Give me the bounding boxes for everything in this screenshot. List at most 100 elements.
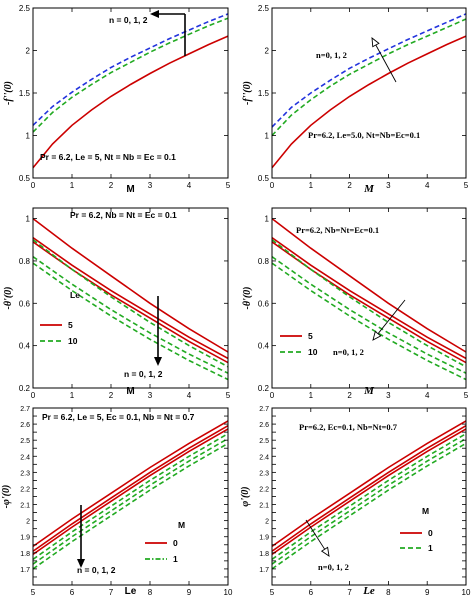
y-tick-label: 2.2 [259, 486, 269, 493]
series-line-1 [272, 420, 466, 548]
x-tick-label: 5 [464, 391, 469, 400]
x-tick-label: 3 [386, 181, 391, 190]
trend-arrow-head [372, 330, 382, 341]
x-tick-label: 5 [226, 391, 231, 400]
x-tick-label: 1 [70, 181, 75, 190]
y-tick-label: 1.9 [259, 535, 269, 542]
x-tick-label: 9 [425, 588, 430, 597]
y-tick-label: 1.8 [259, 551, 269, 558]
plot-frame [32, 207, 229, 389]
x-tick-label: 8 [386, 588, 391, 597]
y-axis-label: -θ'(0) [242, 287, 253, 310]
series-line-1 [33, 35, 228, 169]
series-line-4 [33, 433, 228, 560]
y-tick-label: 0.6 [19, 299, 31, 308]
series-line-4 [272, 239, 466, 368]
parameter-annotation: Pr=6.2, Nb=Nt=Ec=0.1 [296, 225, 379, 235]
x-tick-label: 1 [309, 181, 314, 190]
y-tick-label: 1 [26, 132, 31, 141]
series-line-3 [272, 428, 466, 556]
series-line-2 [272, 425, 466, 552]
x-tick-label: 7 [347, 588, 352, 597]
x-tick-label: 4 [425, 181, 430, 190]
x-tick-label: 2 [109, 181, 114, 190]
x-axis-label: M [126, 184, 134, 195]
series-line-6 [272, 262, 466, 381]
x-tick-label: 2 [347, 181, 352, 190]
y-tick-label: 2.5 [259, 438, 269, 445]
legend-label-1: 5 [68, 320, 73, 330]
x-tick-label: 5 [270, 588, 275, 597]
series-line-2 [33, 236, 228, 360]
x-tick-label: 6 [309, 588, 314, 597]
y-axis-label: -φ'(0) [1, 485, 12, 509]
series-line-3 [33, 13, 228, 126]
y-tick-label: 0.4 [258, 342, 270, 351]
chart-panel-6: 5 6 7 8 9 101.71.81.922.12.22.32.42.52.62.7Le… [240, 406, 471, 597]
x-tick-label: 3 [148, 391, 153, 400]
y-tick-label: 1.7 [20, 567, 30, 574]
series-line-1 [33, 217, 228, 353]
trend-label: n=0, 1, 2 [318, 562, 349, 572]
x-axis-label: M [126, 386, 134, 397]
x-tick-label: 7 [109, 588, 114, 597]
legend-label-1: 5 [308, 331, 313, 341]
x-tick-label: 1 [70, 391, 75, 400]
y-tick-label: 2.5 [19, 4, 31, 13]
x-tick-label: 3 [148, 181, 153, 190]
series-line-5 [33, 437, 228, 565]
legend-title: M [178, 520, 185, 530]
trend-label: n=0, 1, 2 [316, 50, 347, 60]
series-line-1 [33, 420, 228, 548]
y-tick-label: 0.5 [258, 174, 270, 183]
series-line-3 [272, 13, 466, 128]
y-tick-label: 2.2 [20, 486, 30, 493]
chart-panel-1: 0 1 2 3 4 5 0.5 1 1.5 2 2.5 M -f''(0) Pr = 6.2, Le = … [3, 4, 231, 195]
y-tick-label: 1 [265, 215, 270, 224]
y-tick-label: 0.5 [19, 174, 31, 183]
parameter-annotation: Pr = 6.2, Le = 5, Nt = Nb = Ec = 0.1 [40, 152, 176, 162]
legend-label-1: 0 [173, 538, 178, 548]
series-line-4 [33, 239, 228, 368]
trend-label: n = 0, 1, 2 [124, 369, 163, 379]
x-tick-label: 4 [425, 391, 430, 400]
y-tick-label: 2.3 [259, 470, 269, 477]
chart-panel-5: 5 6 7 8 9 101.71.81.922.12.22.32.42.52.62.7Le… [1, 406, 233, 597]
x-axis-label: M [363, 385, 375, 397]
chart-panel-4: 0 1 2 3 4 5 0.2 0.4 0.6 0.8 1 M -θ'(0) Pr=6.2, Nb=Nt=… [242, 207, 469, 400]
y-tick-label: 2 [265, 519, 269, 526]
y-axis-label: -f''(0) [242, 81, 253, 105]
trend-arrow-head [371, 37, 380, 48]
y-axis-label: -f''(0) [3, 81, 14, 105]
x-tick-label: 5 [464, 181, 469, 190]
x-axis-label: Le [125, 586, 137, 597]
y-axis-label: -θ'(0) [3, 287, 14, 310]
y-tick-label: 0.8 [19, 257, 31, 266]
y-tick-label: 2.6 [20, 422, 30, 429]
series-line-5 [33, 256, 228, 374]
y-tick-label: 1 [26, 215, 31, 224]
series-line-2 [33, 425, 228, 552]
x-axis-label: Le [362, 585, 375, 597]
y-tick-label: 2.5 [20, 438, 30, 445]
y-tick-label: 2.1 [20, 503, 30, 510]
series-line-6 [33, 442, 228, 570]
series-line-6 [33, 262, 228, 381]
x-tick-label: 1 [309, 391, 314, 400]
x-tick-label: 0 [270, 391, 275, 400]
plot-frame [32, 407, 229, 586]
x-tick-label: 0 [31, 391, 36, 400]
series-line-2 [272, 18, 466, 137]
plot-frame [271, 7, 467, 179]
legend-label-2: 1 [173, 554, 178, 564]
plot-frame [271, 407, 467, 586]
trend-label: n=0, 1, 2 [333, 347, 364, 357]
y-tick-label: 2.1 [259, 503, 269, 510]
y-tick-label: 2.4 [20, 454, 30, 461]
series-line-5 [272, 256, 466, 374]
x-tick-label: 5 [31, 588, 36, 597]
parameter-annotation: Pr = 6.2, Nb = Nt = Ec = 0.1 [70, 210, 177, 220]
chart-panel-2: 0 1 2 3 4 5 0.5 1 1.5 2 2.5 M -f''(0) Pr=6.2, Le=5.0,… [242, 4, 469, 195]
y-axis-label: φ'(0) [240, 486, 251, 506]
